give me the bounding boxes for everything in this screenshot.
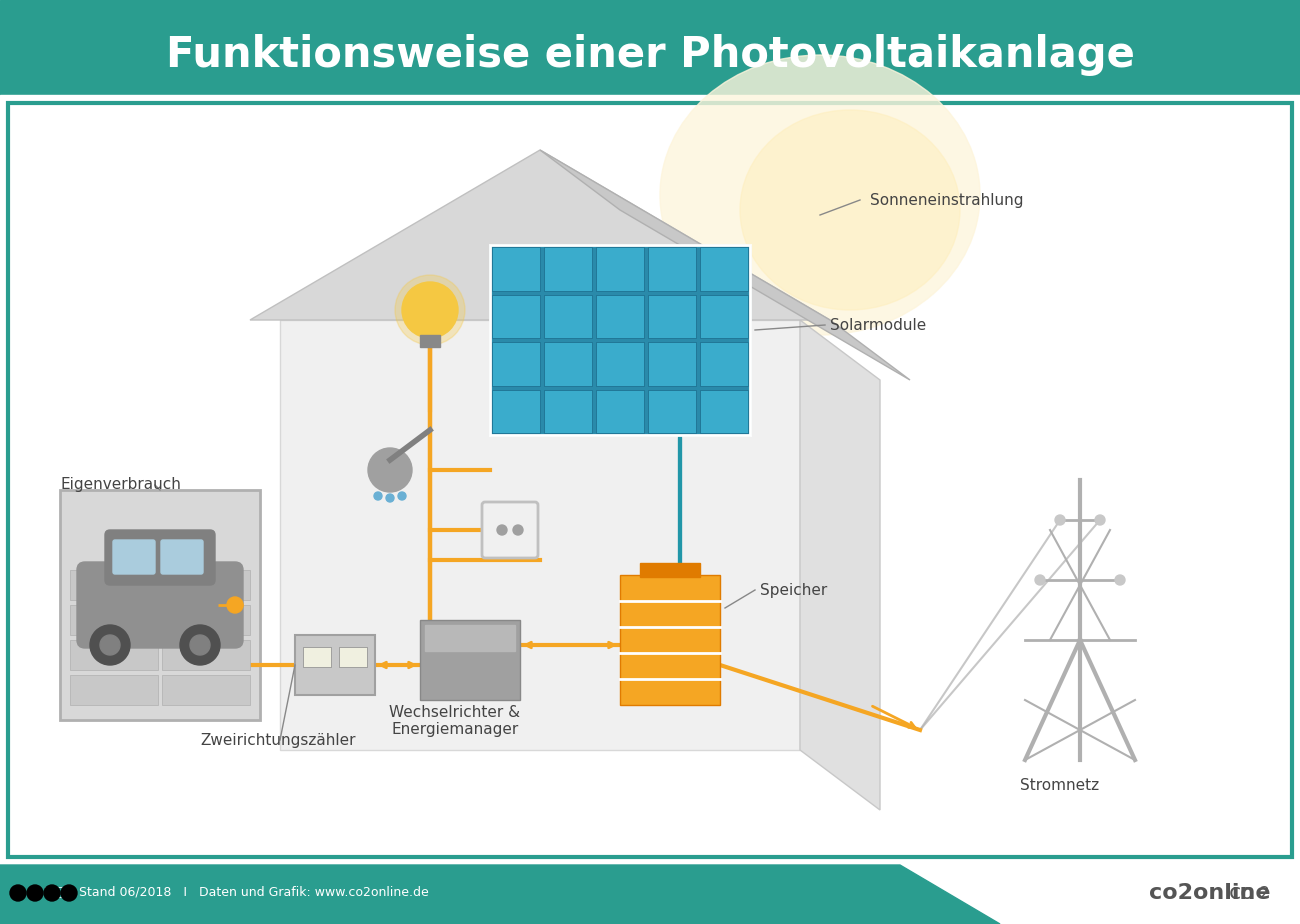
Bar (620, 575, 720, 705)
Bar (60, 490, 260, 720)
Bar (490, 245, 750, 435)
Bar (162, 675, 250, 705)
Circle shape (227, 597, 243, 613)
Bar (70, 605, 159, 635)
Bar (420, 335, 439, 347)
Text: Speicher: Speicher (760, 582, 827, 598)
FancyBboxPatch shape (113, 540, 155, 574)
Bar (595, 390, 644, 433)
Bar (70, 675, 159, 705)
Circle shape (1056, 515, 1065, 525)
Bar (70, 570, 159, 600)
Bar (699, 295, 748, 338)
Circle shape (398, 492, 406, 500)
Circle shape (190, 635, 211, 655)
Bar (543, 390, 592, 433)
Polygon shape (540, 150, 910, 380)
Bar (647, 247, 696, 290)
Bar (0, 95, 1300, 865)
Bar (647, 390, 696, 433)
Circle shape (61, 885, 77, 901)
Circle shape (1035, 575, 1045, 585)
Circle shape (100, 635, 120, 655)
Text: 2: 2 (1260, 885, 1270, 901)
FancyBboxPatch shape (161, 540, 203, 574)
Text: co: co (1228, 883, 1254, 903)
Polygon shape (0, 865, 1000, 924)
Circle shape (1115, 575, 1124, 585)
Text: Eigenverbrauch: Eigenverbrauch (60, 478, 181, 492)
FancyBboxPatch shape (77, 562, 243, 648)
Bar (162, 605, 250, 635)
Bar (491, 247, 540, 290)
Text: Stromnetz: Stromnetz (1020, 777, 1100, 793)
Circle shape (386, 494, 394, 502)
Bar (595, 342, 644, 385)
Bar (491, 295, 540, 338)
Bar (647, 295, 696, 338)
Circle shape (44, 885, 60, 901)
Text: Wechselrichter &
Energiemanager: Wechselrichter & Energiemanager (390, 705, 520, 737)
Circle shape (27, 885, 43, 901)
Bar (491, 390, 540, 433)
Circle shape (179, 625, 220, 665)
Polygon shape (250, 150, 829, 320)
Circle shape (402, 282, 458, 338)
Polygon shape (800, 320, 880, 810)
Text: Solarmodule: Solarmodule (829, 318, 926, 333)
Circle shape (395, 275, 465, 345)
Ellipse shape (660, 55, 980, 335)
Bar (303, 647, 332, 667)
Bar (699, 342, 748, 385)
Text: Funktionsweise einer Photovoltaikanlage: Funktionsweise einer Photovoltaikanlage (165, 34, 1135, 76)
FancyBboxPatch shape (105, 530, 214, 585)
Bar (70, 640, 159, 670)
Ellipse shape (740, 110, 959, 310)
Bar (543, 342, 592, 385)
FancyBboxPatch shape (482, 502, 538, 558)
Circle shape (374, 492, 382, 500)
Circle shape (10, 885, 26, 901)
Bar (595, 247, 644, 290)
Bar (280, 320, 800, 750)
Bar (699, 390, 748, 433)
Bar (8, 103, 1292, 857)
Text: ⊕ ⓘ ⓈⒺ  Stand 06/2018   I   Daten und Grafik: www.co2online.de: ⊕ ⓘ ⓈⒺ Stand 06/2018 I Daten und Grafik:… (30, 886, 429, 899)
Bar (543, 247, 592, 290)
Text: co2online: co2online (1148, 883, 1270, 903)
Text: Sonneneinstrahlung: Sonneneinstrahlung (870, 192, 1023, 208)
Bar (162, 570, 250, 600)
Bar (490, 245, 750, 435)
Bar (425, 625, 515, 651)
Bar (543, 295, 592, 338)
Bar (295, 635, 374, 695)
Bar (699, 247, 748, 290)
Bar (640, 563, 699, 577)
Bar (420, 620, 520, 700)
Circle shape (1095, 515, 1105, 525)
Bar (647, 342, 696, 385)
Bar (162, 640, 250, 670)
Bar (0, 865, 1300, 924)
Bar (0, 0, 1300, 95)
Circle shape (368, 448, 412, 492)
Circle shape (514, 525, 523, 535)
Circle shape (497, 525, 507, 535)
Bar (491, 342, 540, 385)
Circle shape (90, 625, 130, 665)
Text: Zweirichtungszähler: Zweirichtungszähler (200, 733, 355, 748)
Bar (595, 295, 644, 338)
Bar (339, 647, 367, 667)
